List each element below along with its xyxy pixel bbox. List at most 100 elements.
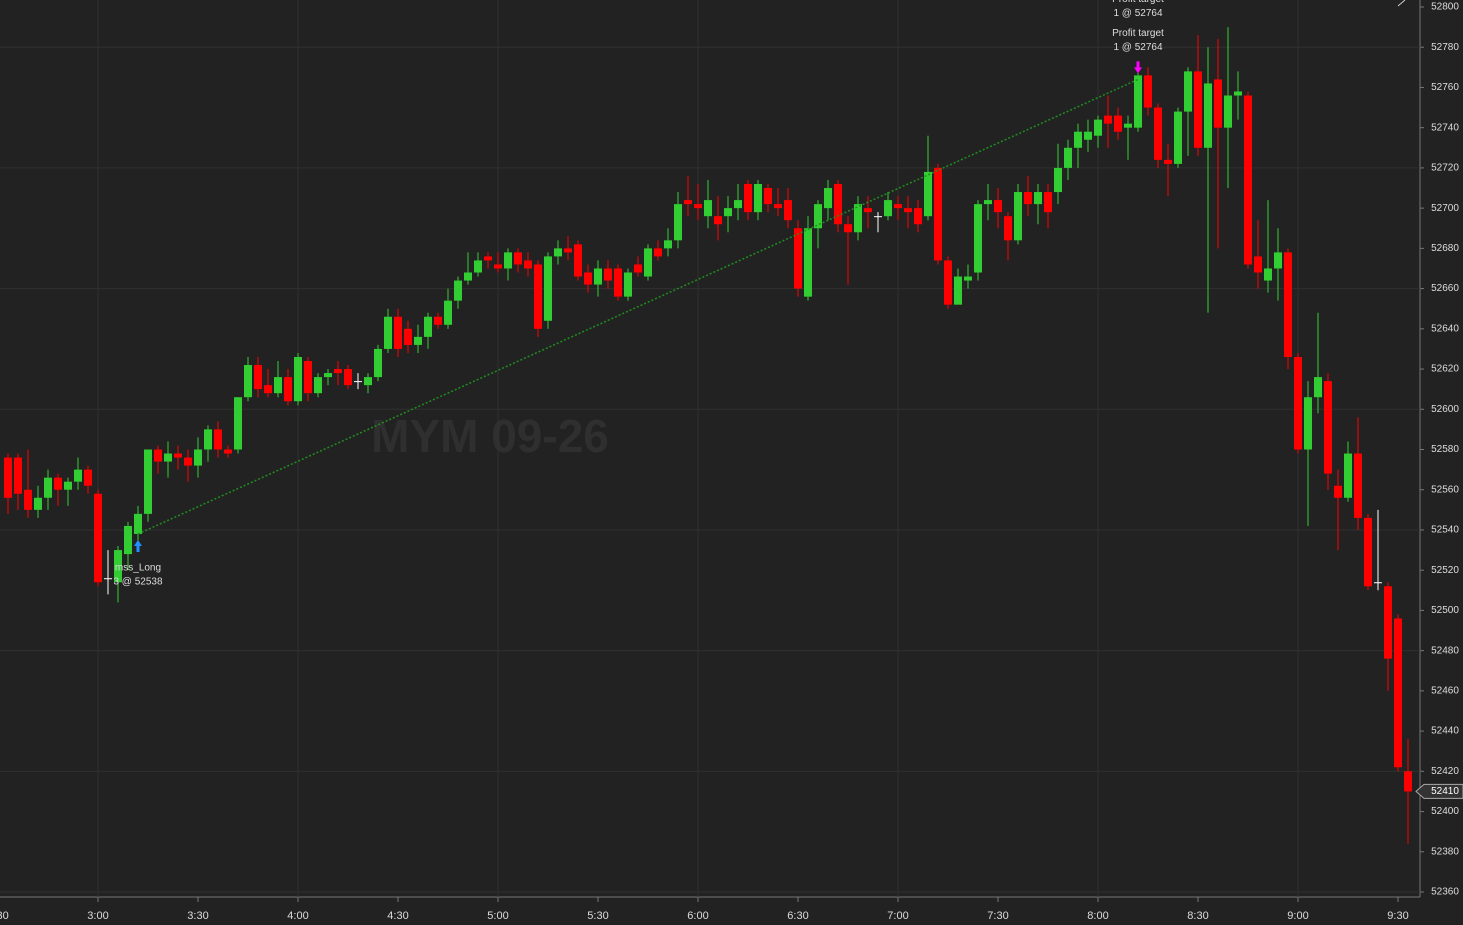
candle-body	[1334, 485, 1342, 498]
candle-body	[364, 377, 372, 386]
candle-body	[1294, 356, 1302, 450]
candle-body	[1104, 115, 1112, 124]
exit-label: Profit target	[1112, 28, 1164, 39]
candle-body	[1244, 95, 1252, 265]
candle-body	[474, 260, 482, 273]
candle-body	[764, 188, 772, 205]
x-tick-label: 4:00	[287, 910, 308, 922]
candle-body	[1004, 216, 1012, 241]
candle-body	[464, 272, 472, 281]
candle-body	[1324, 381, 1332, 474]
candle-body	[424, 316, 432, 337]
candle-body	[1074, 131, 1082, 148]
candle-body	[684, 200, 692, 205]
candle-body	[514, 252, 522, 265]
y-tick-label: 52780	[1431, 42, 1459, 53]
candle-body	[404, 328, 412, 345]
candle-body	[84, 469, 92, 486]
candle-body	[994, 200, 1002, 213]
entry-arrow	[134, 539, 142, 552]
watermark: MYM 09-26	[371, 410, 609, 462]
candle-body	[604, 268, 612, 281]
candle-body	[34, 497, 42, 510]
x-tick-label: 6:00	[687, 910, 708, 922]
x-tick-label: 8:00	[1087, 910, 1108, 922]
candle-body	[864, 208, 872, 213]
candle-body	[284, 377, 292, 402]
candle-body	[714, 216, 722, 225]
candle-body	[254, 365, 262, 390]
candle-body	[734, 200, 742, 209]
candle-body	[1394, 618, 1402, 768]
x-tick-label: 9:30	[1387, 910, 1408, 922]
candle-body	[164, 453, 172, 462]
candle-body	[724, 208, 732, 217]
candle-body	[234, 397, 242, 450]
candle-body	[224, 449, 232, 454]
candle-body	[1024, 192, 1032, 205]
candle-body	[494, 264, 502, 269]
candle-body	[834, 184, 842, 225]
candle-body	[1284, 252, 1292, 357]
x-tick-label: 4:30	[387, 910, 408, 922]
candle-body	[104, 578, 112, 580]
candle-body	[1154, 107, 1162, 160]
candle-body	[1094, 119, 1102, 136]
candle-body	[804, 228, 812, 297]
price-tag	[1415, 783, 1463, 799]
candle-body	[1204, 83, 1212, 148]
y-tick-label: 52460	[1431, 686, 1459, 697]
y-tick-label: 52420	[1431, 766, 1459, 777]
price-tag-label: 52410	[1431, 786, 1459, 797]
candle-body	[194, 449, 202, 466]
candle-body	[324, 373, 332, 378]
exit-label: Profit target	[1112, 0, 1164, 5]
candle-body	[974, 204, 982, 273]
candle-body	[824, 188, 832, 209]
trade-line	[137, 78, 1139, 535]
candle-body	[664, 240, 672, 249]
candle-body	[914, 208, 922, 225]
candle-body	[1184, 71, 1192, 112]
y-tick-label: 52380	[1431, 846, 1459, 857]
y-tick-label: 52620	[1431, 364, 1459, 375]
candle-body	[1194, 71, 1202, 148]
candle-body	[964, 276, 972, 281]
candle-body	[554, 248, 562, 257]
candle-body	[44, 477, 52, 498]
candle-body	[1234, 91, 1242, 96]
candle-body	[1264, 268, 1272, 281]
exit-detail: 1 @ 52764	[1113, 8, 1163, 19]
y-tick-label: 52360	[1431, 887, 1459, 898]
candle-body	[4, 457, 12, 498]
candle-body	[1304, 397, 1312, 450]
candle-body	[1144, 75, 1152, 108]
y-tick-label: 52680	[1431, 243, 1459, 254]
exit-detail: 1 @ 52764	[1113, 42, 1163, 53]
candle-body	[454, 280, 462, 301]
candle-body	[1384, 586, 1392, 659]
candle-body	[1224, 95, 1232, 128]
candle-body	[1174, 111, 1182, 164]
y-tick-label: 52560	[1431, 484, 1459, 495]
y-tick-label: 52640	[1431, 323, 1459, 334]
x-tick-label: 7:00	[887, 910, 908, 922]
x-tick-label: 5:30	[587, 910, 608, 922]
candle-body	[614, 268, 622, 297]
candle-body	[594, 268, 602, 285]
x-tick-label: 9:00	[1287, 910, 1308, 922]
candle-body	[274, 377, 282, 394]
corner-icon[interactable]	[1397, 0, 1406, 7]
candle-body	[504, 252, 512, 269]
candle-body	[134, 513, 142, 534]
candle-body	[904, 208, 912, 213]
candle-body	[24, 489, 32, 510]
candle-body	[264, 385, 272, 394]
y-tick-label: 52600	[1431, 404, 1459, 415]
candle-body	[1314, 377, 1322, 398]
candle-body	[1064, 147, 1072, 168]
candle-body	[794, 228, 802, 289]
candle-body	[1254, 256, 1262, 273]
